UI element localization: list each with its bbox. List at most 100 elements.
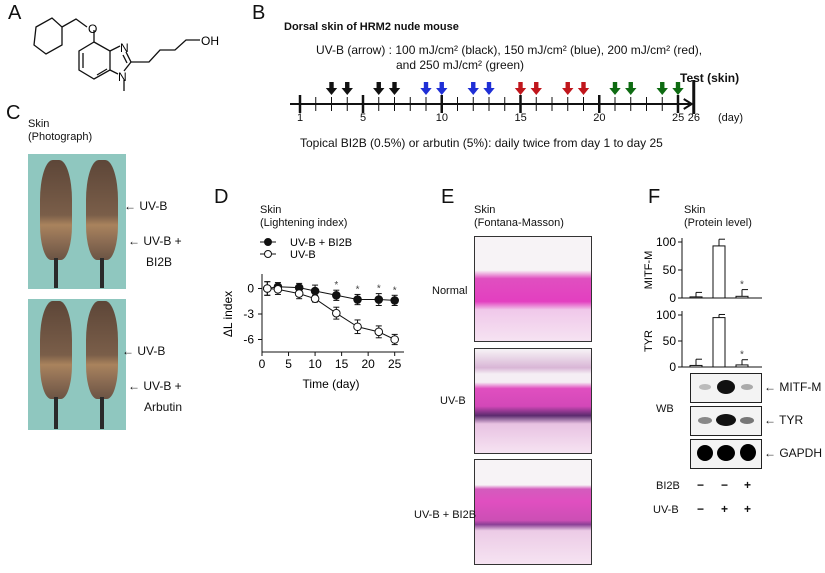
y-axis-label: MITF-M bbox=[643, 251, 655, 289]
uvb-dose-arrow-icon bbox=[420, 82, 432, 95]
uvb-dose-arrow-icon bbox=[514, 82, 527, 95]
atom-n-bottom: N bbox=[118, 70, 127, 84]
uvb-dose-arrow-icon bbox=[609, 82, 621, 95]
panel-c-letter: C bbox=[6, 102, 21, 124]
y-axis-label: TYR bbox=[643, 330, 655, 352]
condition-sign: − bbox=[697, 502, 705, 516]
uvb-timeline bbox=[290, 80, 696, 114]
legend-marker bbox=[264, 250, 272, 258]
panel-c-title1: Skin bbox=[28, 118, 50, 130]
x-tick-label: 10 bbox=[308, 357, 322, 371]
blot-arrow-tyr: ← TYR bbox=[764, 413, 804, 427]
uvb-dose-arrow-icon bbox=[625, 82, 637, 95]
legend-label: UV-B + BI2B bbox=[290, 237, 352, 249]
y-tick-label: 100 bbox=[656, 235, 676, 249]
condition-label-uvb: UV-B bbox=[653, 504, 679, 516]
y-tick-label: 50 bbox=[663, 263, 677, 277]
significance-star: * bbox=[740, 280, 744, 291]
uvb-dose-line1: UV-B (arrow) : 100 mJ/cm² (black), 150 m… bbox=[316, 43, 703, 57]
panel-c-title2: (Photograph) bbox=[28, 131, 93, 143]
panel-e-letter: E bbox=[441, 186, 455, 208]
data-point bbox=[310, 294, 320, 303]
label-uvb: UV-B bbox=[139, 199, 168, 213]
bar bbox=[689, 364, 703, 368]
label-arbutin: Arbutin bbox=[144, 400, 183, 414]
data-point bbox=[332, 308, 341, 318]
panel-d-letter: D bbox=[214, 186, 229, 208]
uvb-dose-arrow-icon bbox=[577, 82, 590, 95]
uvb-dose-arrow-icon bbox=[467, 82, 479, 95]
blot-arrow-mitf: ← MITF-M bbox=[764, 380, 822, 394]
mouse-photo-arbutin bbox=[28, 299, 126, 430]
timeline-tick-label: 26 bbox=[687, 112, 700, 124]
data-point bbox=[353, 295, 362, 304]
y-tick-label: 0 bbox=[669, 360, 676, 373]
timeline-unit: (day) bbox=[718, 112, 744, 124]
timeline-tick-label: 1 bbox=[297, 112, 304, 124]
significance-star: * bbox=[377, 284, 381, 295]
y-tick-label: -6 bbox=[243, 333, 254, 347]
panel-e-title1: Skin bbox=[474, 204, 496, 216]
x-tick-label: 20 bbox=[361, 357, 375, 371]
timeline-tick-label: 5 bbox=[360, 112, 367, 124]
y-tick-label: 0 bbox=[247, 282, 254, 296]
blot-label: TYR bbox=[779, 413, 804, 427]
topical-treatment-note: Topical BI2B (0.5%) or arbutin (5%): dai… bbox=[300, 136, 663, 150]
band bbox=[717, 445, 735, 461]
panel-f-letter: F bbox=[648, 186, 661, 208]
blot-label: GAPDH bbox=[779, 446, 823, 460]
mouse-right bbox=[86, 160, 118, 260]
band bbox=[699, 384, 711, 390]
legend-marker bbox=[264, 238, 272, 246]
label-bi2b: BI2B bbox=[146, 255, 173, 269]
histology-normal bbox=[474, 236, 592, 342]
uvb-dose-arrow-icon bbox=[341, 82, 353, 95]
blot-label: MITF-M bbox=[779, 380, 822, 394]
uvb-dose-arrow-icon bbox=[388, 82, 401, 95]
mouse-tail bbox=[100, 397, 104, 429]
wb-label: WB bbox=[656, 403, 674, 415]
timeline-arrowhead bbox=[683, 98, 694, 110]
mouse-photo-bi2b bbox=[28, 154, 126, 289]
data-point bbox=[353, 322, 362, 332]
condition-sign: + bbox=[744, 478, 752, 492]
mouse-tail bbox=[100, 258, 104, 288]
panel-a-letter: A bbox=[8, 2, 22, 24]
y-tick-label: 50 bbox=[663, 334, 677, 348]
mouse-tail bbox=[54, 258, 58, 288]
panel-d-title1: Skin bbox=[260, 204, 282, 216]
band bbox=[697, 445, 713, 461]
atom-n-top: N bbox=[120, 41, 129, 55]
arrow-label-uvb-bi2b: ← UV-B + bbox=[128, 234, 182, 248]
y-tick-label: 100 bbox=[656, 308, 676, 322]
band bbox=[740, 444, 756, 461]
data-point bbox=[263, 284, 272, 293]
significance-star: * bbox=[740, 350, 744, 361]
x-tick-label: 15 bbox=[335, 357, 349, 371]
histology-uvb-bi2b bbox=[474, 459, 592, 565]
uvb-dose-arrow-icon bbox=[325, 82, 338, 95]
timeline-tick-label: 15 bbox=[514, 112, 527, 124]
mouse-left bbox=[40, 160, 72, 260]
bar bbox=[712, 317, 726, 368]
panel-e-title2: (Fontana-Masson) bbox=[474, 217, 564, 229]
uvb-dose-arrow-icon bbox=[672, 82, 684, 95]
histology-label-normal: Normal bbox=[432, 285, 468, 297]
mouse-tail bbox=[54, 397, 58, 429]
data-point bbox=[273, 285, 283, 294]
blot-tyr bbox=[690, 406, 762, 436]
x-tick-label: 25 bbox=[388, 357, 402, 371]
blot-mitf bbox=[690, 373, 762, 403]
blot-arrow-gapdh: ← GAPDH bbox=[764, 446, 823, 460]
timeline-tick-labels: 1 5 10 15 20 25 26 bbox=[280, 112, 720, 126]
x-tick-label: 0 bbox=[259, 357, 266, 371]
panel-b-letter: B bbox=[252, 2, 266, 24]
band bbox=[698, 417, 712, 424]
timeline-tick-label: 20 bbox=[593, 112, 606, 124]
label-uvb-plus: UV-B + bbox=[143, 379, 182, 393]
histology-uvb bbox=[474, 348, 592, 454]
bar bbox=[712, 245, 726, 299]
band bbox=[740, 417, 754, 424]
legend-label: UV-B bbox=[290, 249, 316, 261]
